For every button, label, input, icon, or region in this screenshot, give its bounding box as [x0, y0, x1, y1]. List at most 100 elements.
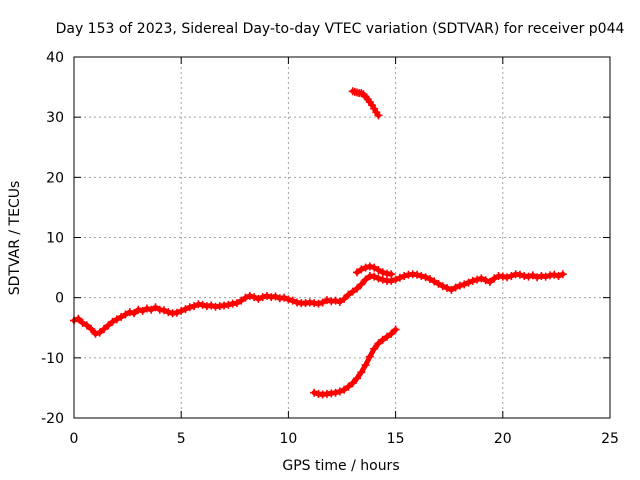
y-tick-label: 20	[46, 170, 64, 186]
data-point	[280, 293, 289, 302]
data-point	[353, 374, 362, 383]
data-point	[434, 279, 443, 288]
x-tick-label: 20	[494, 431, 512, 447]
data-point	[151, 303, 160, 312]
data-point	[357, 265, 366, 274]
data-point	[82, 321, 91, 330]
x-tick-label: 25	[601, 431, 619, 447]
data-point	[387, 329, 396, 338]
data-point	[464, 278, 473, 287]
x-axis-label: GPS time / hours	[282, 458, 399, 474]
data-point	[112, 315, 121, 324]
data-point	[515, 270, 524, 279]
data-point	[91, 329, 100, 338]
data-point	[528, 271, 537, 280]
data-point	[100, 324, 109, 333]
data-point	[378, 275, 387, 284]
data-point	[468, 276, 477, 285]
data-point	[477, 274, 486, 283]
data-point	[177, 306, 186, 315]
data-point	[322, 296, 331, 305]
x-tick-label: 15	[387, 431, 405, 447]
data-point	[391, 275, 400, 284]
data-point	[365, 352, 374, 361]
data-point	[421, 273, 430, 282]
data-point	[117, 312, 126, 321]
data-point	[490, 274, 499, 283]
data-point	[451, 283, 460, 292]
data-point	[314, 299, 323, 308]
data-point	[310, 388, 319, 397]
data-point	[533, 273, 542, 282]
data-point	[224, 300, 233, 309]
data-point	[374, 274, 383, 283]
data-point	[503, 273, 512, 282]
data-point	[232, 299, 241, 308]
data-point	[142, 304, 151, 313]
data-point	[331, 296, 340, 305]
data-point	[447, 285, 456, 294]
data-point	[271, 292, 280, 301]
data-point	[207, 301, 216, 310]
data-point	[460, 280, 469, 289]
data-point	[87, 324, 96, 333]
data-point	[391, 325, 400, 334]
y-tick-label: 0	[55, 291, 64, 307]
data-point	[262, 291, 271, 300]
data-point	[481, 276, 490, 285]
data-point	[348, 287, 357, 296]
data-point	[524, 272, 533, 281]
data-point	[378, 268, 387, 277]
data-point	[198, 300, 207, 309]
data-point	[374, 339, 383, 348]
data-point	[378, 335, 387, 344]
data-point	[258, 293, 267, 302]
data-point	[417, 272, 426, 281]
data-point	[395, 273, 404, 282]
data-point	[541, 272, 550, 281]
data-point	[507, 272, 516, 281]
data-point	[370, 344, 379, 353]
data-point	[558, 270, 567, 279]
data-point	[357, 280, 366, 289]
data-point	[387, 270, 396, 279]
series-high-outlier-segment	[348, 87, 383, 120]
data-point	[185, 303, 194, 312]
data-point	[172, 308, 181, 317]
data-point	[134, 305, 143, 314]
data-point	[164, 308, 173, 317]
data-point	[361, 361, 370, 370]
data-point	[430, 277, 439, 286]
data-point	[335, 387, 344, 396]
data-point	[554, 272, 563, 281]
data-point	[361, 263, 370, 272]
data-point	[250, 293, 259, 302]
data-point	[370, 263, 379, 272]
y-tick-label: 30	[46, 110, 64, 126]
data-point	[438, 282, 447, 291]
data-point	[425, 275, 434, 284]
data-point	[108, 317, 117, 326]
data-point	[160, 306, 169, 315]
series-main-trace	[70, 270, 567, 338]
data-points	[70, 87, 567, 399]
data-point	[104, 321, 113, 330]
data-point	[340, 294, 349, 303]
data-point	[344, 290, 353, 299]
y-tick-label: -20	[41, 411, 64, 427]
y-tick-label: -10	[41, 351, 64, 367]
data-point	[190, 302, 199, 311]
data-point	[254, 294, 263, 303]
data-point	[318, 298, 327, 307]
x-tick-label: 5	[177, 431, 186, 447]
series-upper-spike-branch	[353, 262, 396, 279]
data-point	[288, 296, 297, 305]
data-point	[455, 281, 464, 290]
axis-ticks: 0 5 10 15 20 25 -20 -10 0 10 20 30 40	[41, 50, 619, 447]
data-point	[95, 328, 104, 337]
data-point	[348, 379, 357, 388]
series-low-recovery-segment	[310, 325, 400, 399]
data-point	[383, 332, 392, 341]
x-tick-label: 0	[70, 431, 79, 447]
